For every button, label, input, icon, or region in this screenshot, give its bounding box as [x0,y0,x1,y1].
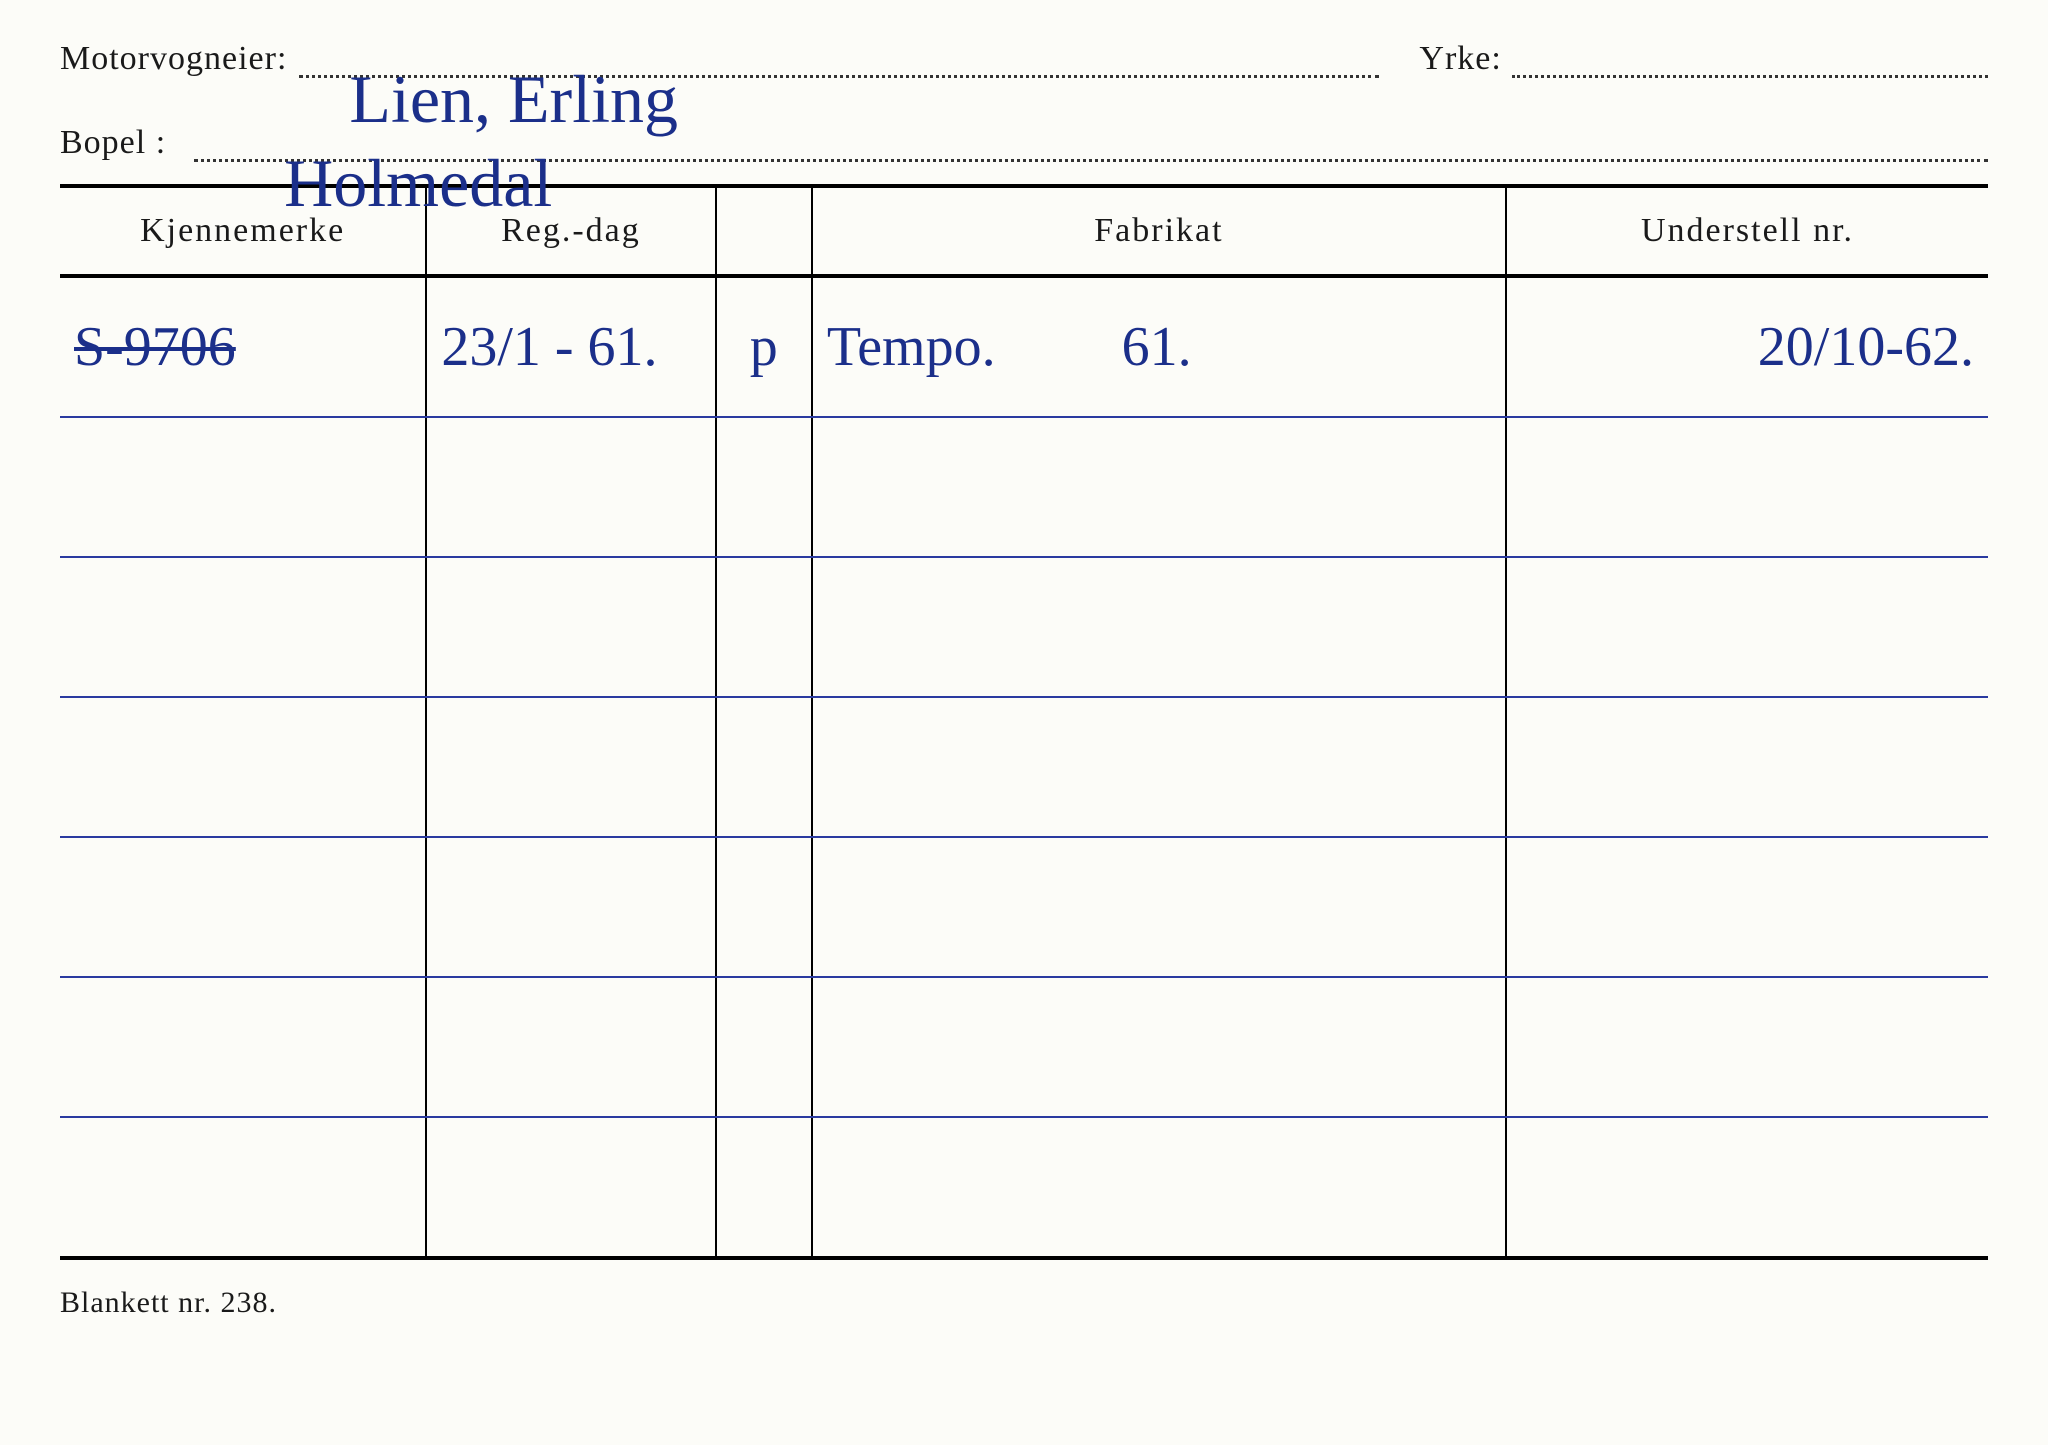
cell-regday: 23/1 - 61. [441,316,657,378]
table-row [60,417,1988,557]
residence-value: Holmedal [284,149,552,167]
cell-p: p [750,316,778,378]
table-row [60,697,1988,837]
owner-value: Lien, Erling [349,65,678,83]
registration-card: Motorvogneier: Lien, Erling Yrke: Bopel … [0,0,2048,1445]
form-number: Blankett nr. 238. [60,1286,1988,1320]
cell-make: Tempo. 61. [827,316,1192,378]
table-row [60,977,1988,1117]
vehicle-table: Kjennemerke Reg.-dag Fabrikat Understell… [60,184,1988,1260]
residence-label: Bopel : [60,124,166,162]
cell-chassis: 20/10-62. [1758,316,1974,378]
header-row-1: Motorvogneier: Lien, Erling Yrke: [60,40,1988,78]
occupation-label: Yrke: [1419,40,1501,78]
owner-label: Motorvogneier: [60,40,287,78]
table-row [60,557,1988,697]
cell-mark: S-9706 [74,316,236,378]
col-understell: Understell nr. [1506,186,1988,276]
col-fabrikat: Fabrikat [812,186,1506,276]
table-row: S-9706 23/1 - 61. p Tempo. 61. 20/10-62. [60,276,1988,417]
table-row [60,837,1988,977]
col-blank [716,186,812,276]
table-row [60,1117,1988,1258]
